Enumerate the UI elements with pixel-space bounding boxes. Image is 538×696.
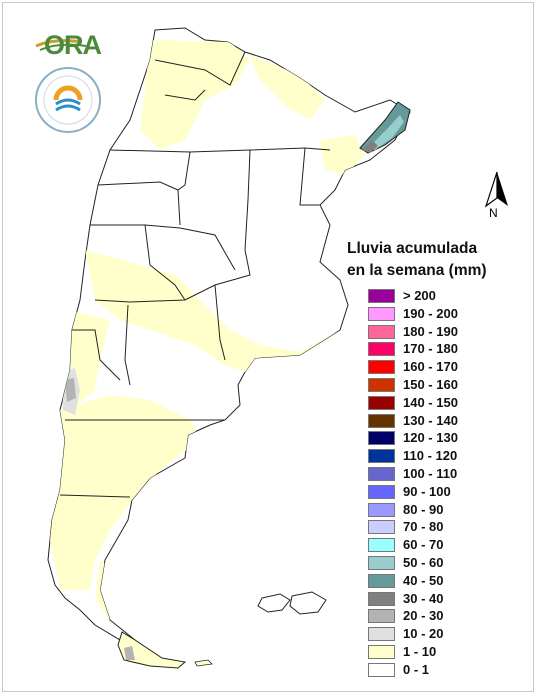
legend-swatch [368,591,395,606]
legend-label: 160 - 170 [403,359,458,375]
rain-1-10-center-west [85,250,340,372]
legend-swatch [368,502,395,517]
tierra-del-fuego [117,631,213,669]
legend-title-line2: en la semana (mm) [347,262,487,279]
malvinas-islands [257,591,327,615]
legend-label: 170 - 180 [403,341,458,357]
legend-label: 150 - 160 [403,376,458,392]
ora-logo: ORA [34,28,104,62]
misiones-rainfall [359,101,411,154]
legend-label: > 200 [403,288,436,303]
legend-label: 40 - 50 [403,572,444,588]
legend-swatch [368,484,395,499]
legend-label: 180 - 190 [403,323,458,339]
legend-label: 130 - 140 [403,412,458,428]
legend-label: 140 - 150 [403,394,458,410]
rain-1-10-corrientes [320,135,365,175]
legend-swatch [368,342,395,357]
legend-label: 30 - 40 [403,590,444,606]
legend-label: 110 - 120 [403,448,458,464]
legend-swatch [368,431,395,446]
rain-20-30-mendoza [65,378,76,402]
rain-1-10-north [140,40,250,150]
legend-label: 190 - 200 [403,305,458,321]
legend-swatch [368,573,395,588]
legend-title-line1: Lluvia acumulada [347,240,478,257]
legend-label: 70 - 80 [403,519,444,535]
legend-swatch [368,395,395,410]
legend-label: 80 - 90 [403,501,444,517]
legend-swatch [368,644,395,659]
legend-label: 10 - 20 [403,626,444,642]
legend-label: 90 - 100 [403,483,451,499]
legend-swatch [368,520,395,535]
smn-logo [34,66,102,134]
legend-swatch [368,662,395,677]
legend-swatch [368,413,395,428]
legend-label: 0 - 1 [403,661,430,677]
legend-swatch [368,609,395,624]
legend-swatch [368,466,395,481]
north-label: N [489,206,498,220]
legend-swatch [368,449,395,464]
legend-label: 20 - 30 [403,608,444,624]
legend-title: Lluvia acumulada en la semana (mm) [347,238,487,282]
legend-swatch [368,538,395,553]
ora-text: ORA [44,30,102,60]
legend-swatch [368,360,395,375]
legend-label: 50 - 60 [403,554,444,570]
rain-1-10-northeast [250,55,325,120]
legend-swatch [368,377,395,392]
legend-label: 60 - 70 [403,537,444,553]
legend-label: 100 - 110 [403,465,458,481]
legend-swatch [368,306,395,321]
province-boundaries [59,51,331,498]
legend-swatch [368,324,395,339]
legend-label: 120 - 130 [403,430,458,446]
legend-label: 1 - 10 [403,643,437,659]
legend-swatch [368,627,395,642]
legend-swatch [368,555,395,570]
north-arrow-icon [480,170,514,222]
legend-swatch [368,289,395,303]
rain-1-10-patagonia [50,395,200,590]
